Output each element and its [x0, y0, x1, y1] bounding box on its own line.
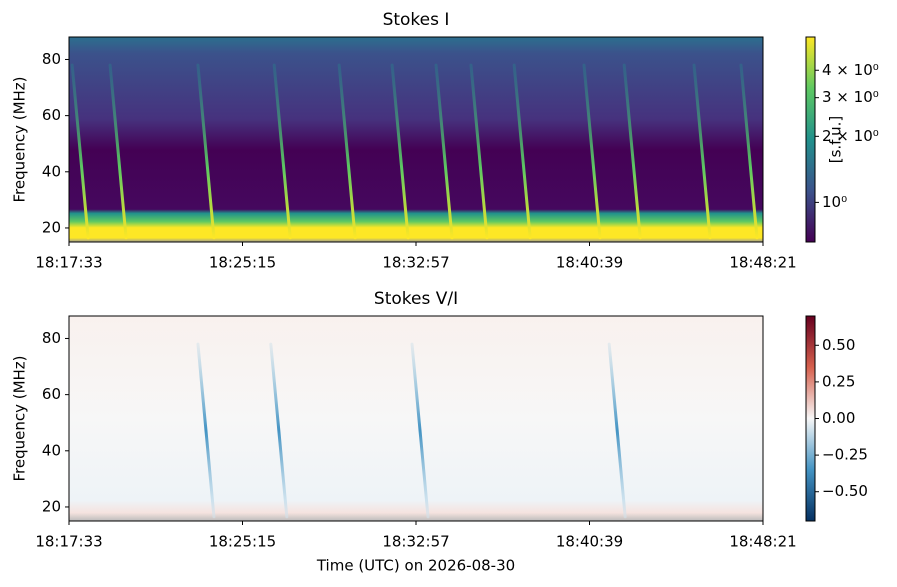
x-tick-label: 18:48:21 — [729, 254, 796, 272]
x-tick-label: 18:40:39 — [556, 533, 623, 551]
burst — [70, 63, 90, 240]
burst — [390, 63, 410, 240]
y-axis-label: Frequency (MHz) — [11, 76, 29, 202]
y-tick-label: 80 — [42, 50, 61, 68]
colorbar-tick-label: 3 × 10⁰ — [822, 88, 879, 106]
x-tick-label: 18:32:57 — [382, 254, 449, 272]
panel-title: Stokes V/I — [374, 289, 458, 309]
y-tick-label: 20 — [42, 218, 61, 236]
colorbar-tick-label: 2 × 10⁰ — [822, 127, 879, 145]
burst — [622, 63, 642, 240]
burst — [337, 63, 357, 240]
x-tick-label: 18:32:57 — [382, 533, 449, 551]
x-tick-label: 18:17:33 — [35, 533, 102, 551]
burst — [582, 63, 602, 240]
spectrogram-background — [69, 316, 763, 521]
burst — [272, 63, 292, 240]
colorbar — [805, 36, 816, 243]
colorbar-label: [s.f.u.] — [827, 116, 845, 164]
burst — [607, 342, 627, 519]
burst — [739, 63, 759, 240]
x-tick-label: 18:25:15 — [209, 533, 276, 551]
y-tick-label: 80 — [42, 329, 61, 347]
burst — [434, 63, 454, 240]
colorbar-tick-label: −0.25 — [822, 446, 868, 464]
y-tick-label: 60 — [42, 106, 61, 124]
burst — [692, 63, 712, 240]
y-tick-label: 40 — [42, 441, 61, 459]
colorbar-tick-label: 0.00 — [822, 409, 855, 427]
x-axis-label: Time (UTC) on 2026-08-30 — [316, 557, 515, 575]
colorbar-tick-label: 0.25 — [822, 372, 855, 390]
panel-title: Stokes I — [383, 10, 450, 30]
burst — [196, 63, 216, 240]
colorbar-tick-label: 10⁰ — [822, 193, 847, 211]
burst — [410, 342, 430, 519]
colorbar-tick-label: −0.50 — [822, 482, 868, 500]
y-axis-label: Frequency (MHz) — [11, 355, 29, 481]
burst — [269, 342, 289, 519]
spectrogram-background — [69, 37, 763, 242]
x-tick-label: 18:40:39 — [556, 254, 623, 272]
burst — [196, 342, 216, 519]
burst — [469, 63, 489, 240]
burst — [108, 63, 128, 240]
x-tick-label: 18:17:33 — [35, 254, 102, 272]
x-tick-label: 18:25:15 — [209, 254, 276, 272]
y-tick-label: 20 — [42, 497, 61, 515]
colorbar — [805, 315, 816, 522]
colorbar-tick-label: 4 × 10⁰ — [822, 61, 879, 79]
y-tick-label: 60 — [42, 385, 61, 403]
y-tick-label: 40 — [42, 162, 61, 180]
colorbar-tick-label: 0.50 — [822, 336, 855, 354]
x-tick-label: 18:48:21 — [729, 533, 796, 551]
burst — [512, 63, 532, 240]
